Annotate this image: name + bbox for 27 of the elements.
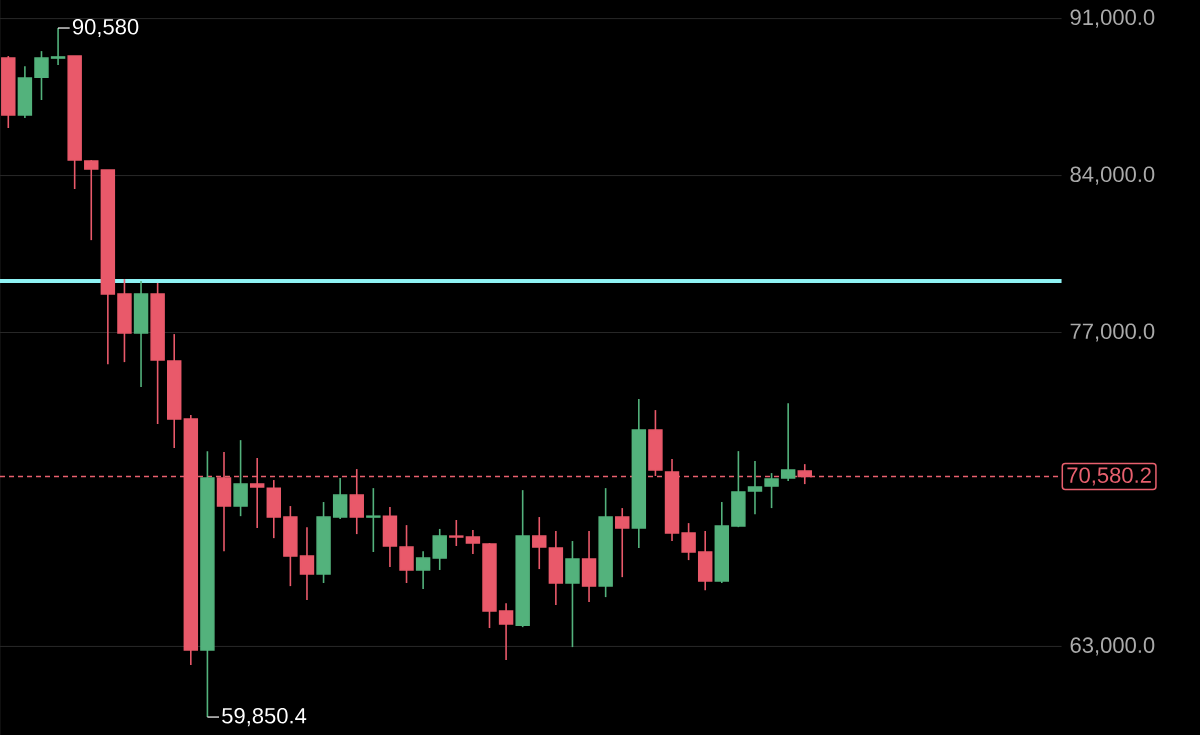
annotation: 59,850.4 bbox=[222, 707, 307, 727]
candlestick bbox=[233, 439, 248, 517]
candlestick bbox=[84, 159, 99, 241]
candlestick bbox=[415, 550, 431, 590]
y-tick-label: 84,000.0 bbox=[1070, 166, 1155, 185]
y-tick-label: 77,000.0 bbox=[1070, 323, 1155, 342]
candlestick bbox=[332, 477, 348, 520]
candlestick bbox=[299, 526, 315, 601]
candlestick bbox=[399, 524, 414, 584]
candlestick bbox=[50, 27, 66, 66]
candlestick bbox=[498, 602, 514, 661]
candlestick bbox=[681, 522, 696, 561]
candlestick bbox=[366, 487, 381, 553]
y-tick-label: 63,000.0 bbox=[1070, 637, 1155, 656]
candlestick bbox=[780, 402, 796, 482]
candlestick bbox=[764, 472, 779, 509]
ref-line-label: 70,580.2 bbox=[1067, 467, 1151, 486]
candlestick bbox=[465, 529, 481, 555]
candlestick bbox=[449, 519, 464, 547]
annotation: 90,580 bbox=[72, 18, 139, 38]
candlestick bbox=[615, 507, 630, 578]
candlestick bbox=[565, 540, 580, 648]
candlestick bbox=[34, 50, 49, 101]
candlestick bbox=[432, 528, 447, 571]
candlestick bbox=[532, 516, 547, 570]
y-tick-label: 91,000.0 bbox=[1070, 9, 1155, 28]
candlestick bbox=[747, 460, 763, 515]
